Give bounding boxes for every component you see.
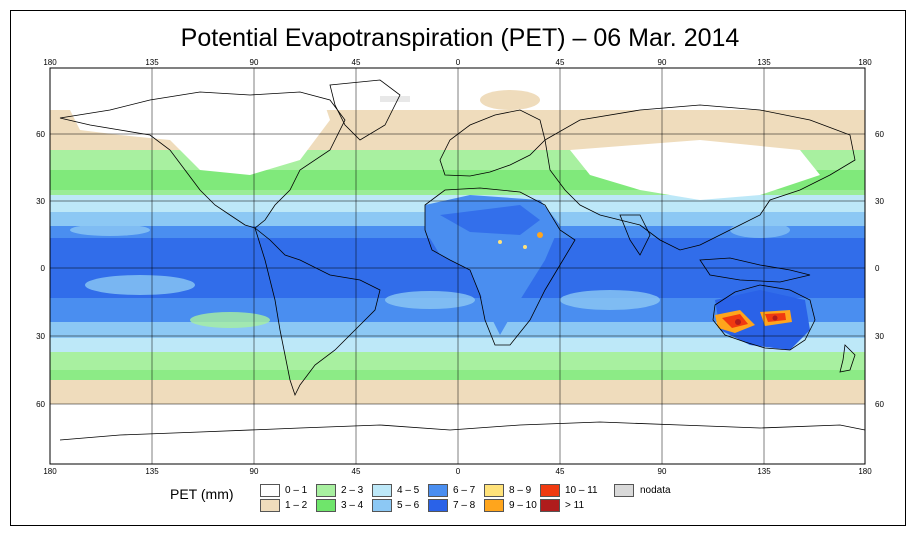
legend-swatch (316, 484, 336, 497)
coastlines (59, 79, 866, 441)
legend-range-label: 1 – 2 (285, 500, 308, 511)
legend-swatch (260, 484, 280, 497)
lat-tick-label: 0 (41, 264, 46, 273)
legend-range-label: > 11 (565, 500, 584, 511)
legend-range-label: 9 – 10 (509, 500, 537, 511)
lon-tick-label: 90 (250, 467, 259, 476)
lat-tick-label: 30 (875, 332, 884, 341)
lon-tick-label: 135 (145, 58, 159, 67)
legend-range-label: 6 – 7 (453, 485, 476, 496)
lon-tick-label: 90 (250, 58, 259, 67)
legend-swatch (484, 484, 504, 497)
graticule (50, 68, 865, 464)
lon-tick-label: 90 (658, 58, 667, 67)
lon-tick-label: 135 (757, 467, 771, 476)
legend-range-label: 10 – 11 (565, 485, 598, 496)
legend-nodata-label: nodata (640, 485, 671, 496)
legend-range-label: 2 – 3 (341, 485, 364, 496)
legend-range-label: 3 – 4 (341, 500, 364, 511)
legend-swatch (428, 499, 448, 512)
legend-range-label: 7 – 8 (453, 500, 476, 511)
lat-tick-label: 30 (36, 197, 45, 206)
lon-ticks-top: 180 135 90 45 0 45 90 135 180 (43, 58, 872, 67)
legend-range-label: 0 – 1 (285, 485, 308, 496)
lon-tick-label: 45 (556, 58, 565, 67)
lat-tick-label: 30 (875, 197, 884, 206)
lon-tick-label: 135 (145, 467, 159, 476)
legend-range-label: 5 – 6 (397, 500, 420, 511)
legend-title: PET (mm) (170, 486, 234, 502)
lat-ticks-left: 60 30 0 30 60 (36, 130, 45, 409)
legend-swatch (540, 499, 560, 512)
lon-tick-label: 180 (858, 467, 872, 476)
legend-swatch (316, 499, 336, 512)
legend-swatch (372, 499, 392, 512)
lat-tick-label: 60 (36, 400, 45, 409)
legend-swatch (540, 484, 560, 497)
legend-swatch (260, 499, 280, 512)
legend-range-label: 8 – 9 (509, 485, 532, 496)
legend-swatch (428, 484, 448, 497)
lon-tick-label: 45 (352, 58, 361, 67)
lon-tick-label: 45 (556, 467, 565, 476)
pet-raster (50, 68, 865, 464)
legend-swatch (372, 484, 392, 497)
lon-tick-label: 180 (43, 467, 57, 476)
lat-tick-label: 0 (875, 264, 880, 273)
lon-tick-label: 0 (456, 467, 461, 476)
lon-tick-label: 135 (757, 58, 771, 67)
lon-tick-label: 180 (858, 58, 872, 67)
page-title: Potential Evapotranspiration (PET) – 06 … (180, 24, 740, 52)
lat-tick-label: 60 (36, 130, 45, 139)
lon-tick-label: 0 (456, 58, 461, 67)
legend-swatch (484, 499, 504, 512)
lon-tick-label: 45 (352, 467, 361, 476)
legend-nodata-swatch (614, 484, 634, 497)
lat-tick-label: 60 (875, 400, 884, 409)
lon-tick-label: 90 (658, 467, 667, 476)
lat-ticks-right: 60 30 0 30 60 (875, 130, 884, 409)
lat-tick-label: 30 (36, 332, 45, 341)
lon-ticks-bottom: 180 135 90 45 0 45 90 135 180 (43, 467, 872, 476)
lon-tick-label: 180 (43, 58, 57, 67)
map-border (49, 67, 866, 465)
legend-range-label: 4 – 5 (397, 485, 420, 496)
lat-tick-label: 60 (875, 130, 884, 139)
